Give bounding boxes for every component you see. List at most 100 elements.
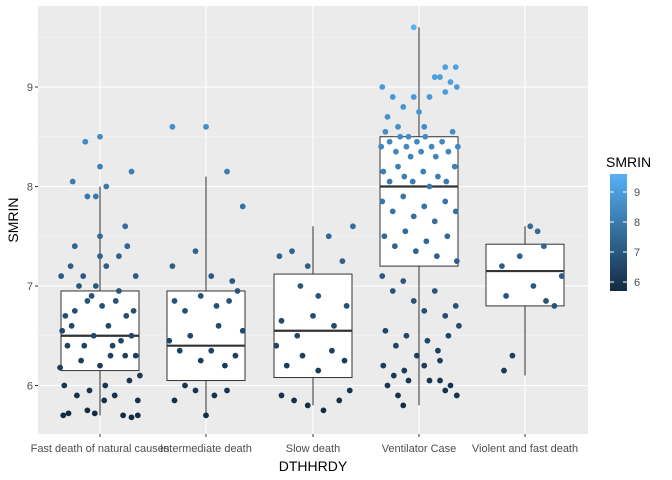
data-point	[341, 357, 348, 364]
data-point	[239, 203, 246, 210]
data-point	[456, 322, 462, 329]
data-point	[442, 64, 449, 70]
x-tick-label: Fast death of natural causes	[31, 443, 170, 455]
data-point	[410, 24, 417, 31]
legend-tick-label: 8	[634, 217, 640, 229]
data-point	[447, 79, 454, 85]
data-point	[273, 342, 280, 349]
legend-tick-label: 9	[634, 187, 640, 199]
data-point	[86, 387, 93, 394]
y-tick-label: 6	[27, 381, 33, 393]
data-point	[435, 173, 441, 180]
data-point	[414, 352, 420, 359]
data-point	[433, 253, 440, 260]
data-point	[414, 138, 420, 145]
data-point	[315, 367, 322, 374]
data-point	[278, 317, 285, 324]
data-point	[320, 407, 327, 414]
data-point	[182, 307, 188, 314]
data-point	[331, 322, 337, 329]
data-point	[197, 293, 204, 299]
data-point	[389, 288, 396, 294]
data-point	[390, 372, 397, 379]
data-point	[169, 263, 176, 269]
data-point	[69, 178, 76, 185]
data-point	[128, 414, 135, 421]
data-point	[278, 392, 285, 399]
y-axis-ticks: 6 7 8 9	[27, 82, 38, 393]
data-point	[102, 382, 109, 389]
data-point	[92, 283, 99, 289]
box-iqr	[273, 273, 353, 379]
data-point	[421, 203, 428, 210]
data-point	[297, 283, 304, 289]
data-point	[403, 143, 410, 150]
data-point	[213, 303, 220, 309]
data-point	[192, 387, 199, 394]
data-point	[283, 362, 290, 369]
data-point	[447, 382, 454, 389]
x-tick-label: Slow death	[286, 443, 340, 455]
data-point	[384, 382, 391, 389]
data-point	[380, 362, 387, 369]
data-point	[380, 168, 387, 175]
data-point	[424, 337, 431, 344]
data-point	[97, 253, 103, 260]
data-point	[445, 332, 452, 339]
data-point	[226, 298, 233, 304]
data-point	[126, 377, 133, 384]
data-point	[403, 332, 410, 339]
data-point	[234, 288, 241, 294]
data-point	[534, 228, 541, 235]
data-point	[169, 123, 176, 130]
data-point	[229, 278, 236, 284]
data-point	[409, 178, 416, 185]
data-point	[289, 248, 295, 255]
data-point	[400, 193, 407, 200]
data-point	[60, 412, 67, 419]
data-point	[421, 362, 428, 369]
data-point	[437, 357, 443, 364]
data-point	[382, 327, 389, 334]
data-point	[451, 163, 458, 170]
data-point	[452, 303, 459, 309]
data-point	[67, 263, 74, 269]
data-point	[239, 327, 246, 334]
data-point	[76, 283, 82, 289]
data-point	[426, 377, 433, 384]
data-point	[78, 357, 84, 364]
data-point	[128, 332, 135, 339]
data-point	[378, 143, 385, 150]
data-point	[61, 382, 68, 389]
data-point	[339, 258, 346, 265]
data-point	[103, 263, 110, 269]
data-point	[530, 283, 537, 289]
data-point	[426, 183, 433, 190]
data-point	[90, 332, 97, 339]
x-axis-ticks: Fast death of natural causesIntermediate…	[31, 434, 578, 455]
data-point	[499, 263, 505, 269]
data-point	[105, 322, 112, 329]
data-point	[132, 352, 139, 359]
data-point	[400, 402, 407, 409]
data-point	[393, 148, 399, 155]
data-point	[122, 352, 129, 359]
data-point	[516, 253, 523, 260]
data-point	[401, 173, 408, 180]
data-point	[442, 312, 449, 319]
data-point	[111, 392, 118, 399]
data-point	[130, 307, 137, 314]
data-point	[92, 193, 99, 200]
data-point	[336, 397, 343, 404]
data-point	[197, 357, 204, 364]
data-point	[97, 163, 103, 170]
data-point	[137, 372, 143, 379]
data-point	[397, 133, 403, 140]
data-point	[541, 243, 547, 250]
y-tick-label: 7	[27, 281, 33, 293]
legend-tick-label: 6	[634, 277, 640, 289]
data-point	[118, 337, 124, 344]
data-point	[395, 163, 401, 170]
data-point	[410, 298, 417, 304]
data-point	[395, 123, 401, 130]
